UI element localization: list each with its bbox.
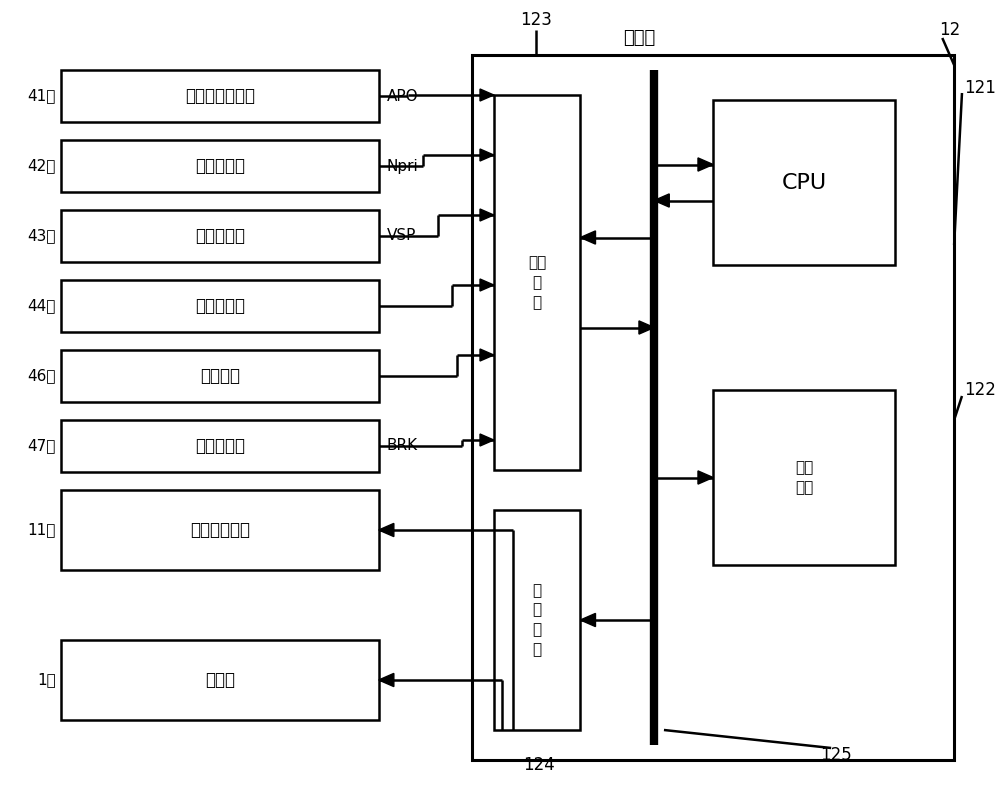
Text: 41～: 41～ xyxy=(28,88,56,103)
Text: VSP: VSP xyxy=(387,228,416,243)
Bar xyxy=(61,420,379,472)
Text: 46～: 46～ xyxy=(28,369,56,383)
Text: 档位开关: 档位开关 xyxy=(200,367,240,385)
Polygon shape xyxy=(480,209,494,221)
Text: 油门开度传感器: 油门开度传感器 xyxy=(185,87,255,105)
Polygon shape xyxy=(379,523,394,537)
Polygon shape xyxy=(480,149,494,161)
Bar xyxy=(61,640,379,720)
Polygon shape xyxy=(698,158,713,171)
Text: 122: 122 xyxy=(964,381,996,399)
Text: 输
出
接
口: 输 出 接 口 xyxy=(532,583,542,657)
Bar xyxy=(61,490,379,570)
Text: 47～: 47～ xyxy=(28,439,56,453)
Text: 12: 12 xyxy=(939,21,961,39)
Polygon shape xyxy=(698,471,713,484)
Bar xyxy=(494,95,580,470)
Text: 发动机: 发动机 xyxy=(205,671,235,689)
Bar xyxy=(61,210,379,262)
Bar xyxy=(494,510,580,730)
Text: 1～: 1～ xyxy=(37,673,56,688)
Text: 43～: 43～ xyxy=(28,228,56,243)
Bar xyxy=(61,350,379,402)
Text: Npri: Npri xyxy=(387,158,418,173)
Polygon shape xyxy=(654,194,669,207)
Polygon shape xyxy=(580,231,595,244)
Text: 42～: 42～ xyxy=(28,158,56,173)
Bar xyxy=(713,100,895,265)
Bar xyxy=(61,280,379,332)
Polygon shape xyxy=(480,89,494,101)
Text: 121: 121 xyxy=(964,79,996,97)
Text: 转速传感器: 转速传感器 xyxy=(195,157,245,175)
Text: 存储
装置: 存储 装置 xyxy=(795,460,813,495)
Text: 控制器: 控制器 xyxy=(623,29,655,47)
Text: BRK: BRK xyxy=(387,439,418,453)
Polygon shape xyxy=(480,279,494,291)
Bar xyxy=(713,390,895,565)
Bar xyxy=(472,55,954,760)
Text: 123: 123 xyxy=(520,11,552,29)
Polygon shape xyxy=(580,614,595,626)
Text: 制动器开关: 制动器开关 xyxy=(195,437,245,455)
Polygon shape xyxy=(480,349,494,361)
Text: 输入
接
口: 输入 接 口 xyxy=(528,255,546,310)
Text: 油压控制回路: 油压控制回路 xyxy=(190,521,250,539)
Text: 44～: 44～ xyxy=(28,298,56,313)
Polygon shape xyxy=(480,434,494,446)
Text: 11～: 11～ xyxy=(28,522,56,537)
Polygon shape xyxy=(639,321,654,334)
Text: APO: APO xyxy=(387,88,418,103)
Polygon shape xyxy=(379,673,394,687)
Text: CPU: CPU xyxy=(782,173,827,192)
Text: 125: 125 xyxy=(820,746,852,764)
Bar xyxy=(61,70,379,122)
Text: 油温传感器: 油温传感器 xyxy=(195,297,245,315)
Text: 124: 124 xyxy=(523,756,555,774)
Bar xyxy=(61,140,379,192)
Text: 车速传感器: 车速传感器 xyxy=(195,227,245,245)
